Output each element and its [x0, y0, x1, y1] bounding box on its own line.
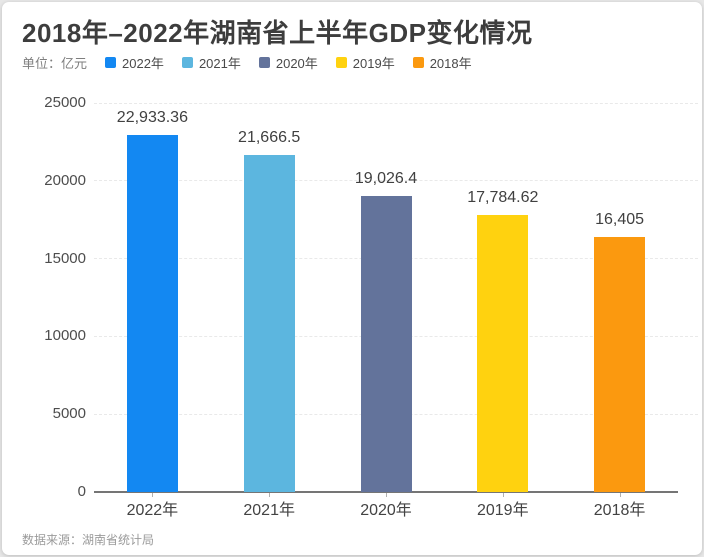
gridline-25000	[94, 102, 698, 104]
y-axis-label-15000: 15000	[44, 249, 86, 267]
legend-label: 2020年	[275, 55, 318, 71]
legend-item-2021年: 2021年	[181, 53, 241, 72]
bar-2019年	[477, 215, 529, 492]
legend: 单位：亿元 2022年 2021年 2020年 2019年 2018年	[22, 53, 472, 72]
legend-item-2018年: 2018年	[412, 53, 472, 72]
bar-2022年	[126, 135, 178, 492]
x-axis-label-2020年: 2020年	[360, 502, 412, 519]
x-axis-tick-2021年	[269, 493, 271, 497]
value-label-2019年: 17,784.62	[467, 189, 539, 207]
data-source: 数据来源：湖南省统计局	[22, 533, 155, 547]
legend-swatch-icon	[412, 56, 424, 68]
value-label-2018年: 16,405	[595, 210, 645, 228]
value-label-2022年: 22,933.36	[116, 109, 188, 127]
legend-item-2020年: 2020年	[258, 53, 318, 72]
bar-2021年	[243, 154, 295, 492]
bar-2020年	[360, 195, 412, 492]
x-axis-label-2022年: 2022年	[126, 502, 179, 519]
y-axis-label-0: 0	[77, 483, 86, 500]
gridline-20000	[94, 180, 698, 182]
x-axis-tick-2020年	[386, 493, 387, 497]
y-axis-label-20000: 20000	[44, 171, 86, 189]
x-axis-tick-2019年	[502, 493, 504, 497]
legend-item-2019年: 2019年	[335, 53, 395, 72]
x-axis-line	[94, 491, 678, 493]
legend-item-2022年: 2022年	[105, 53, 164, 72]
legend-swatch-icon	[105, 56, 117, 68]
x-axis-tick-2022年	[152, 493, 154, 497]
y-axis-label-10000: 10000	[44, 327, 86, 345]
y-axis-label-5000: 5000	[52, 405, 86, 423]
value-label-2020年: 19,026.4	[354, 169, 418, 187]
legend-label: 2019年	[352, 55, 395, 71]
y-axis-label-25000: 25000	[44, 94, 86, 111]
value-label-2021年: 21,666.5	[238, 128, 301, 146]
chart-title: 2018年–2022年湖南省上半年GDP变化情况	[22, 18, 533, 48]
legend-swatch-icon	[335, 56, 347, 68]
x-axis-tick-2018年	[619, 493, 621, 497]
x-axis-label-2021年: 2021年	[243, 502, 295, 519]
x-axis-label-2019年: 2019年	[476, 502, 529, 519]
legend-label: 2021年	[198, 55, 241, 71]
bar-2018年	[594, 236, 646, 492]
legend-label: 2018年	[429, 55, 472, 71]
legend-label: 2022年	[122, 55, 164, 71]
legend-swatch-icon	[258, 56, 270, 68]
legend-swatch-icon	[181, 56, 193, 68]
unit-label: 单位：亿元	[22, 55, 88, 71]
x-axis-label-2018年: 2018年	[593, 502, 646, 519]
